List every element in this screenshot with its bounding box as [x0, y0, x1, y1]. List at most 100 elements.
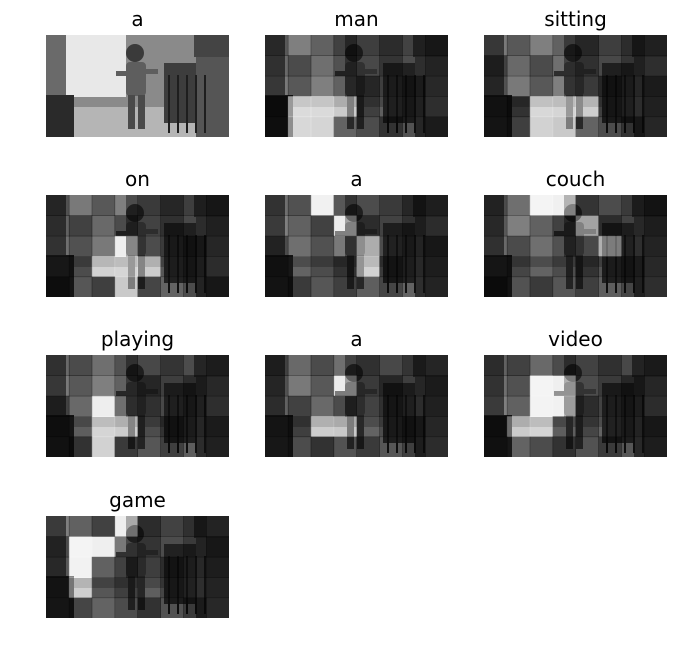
attention-tile: [114, 235, 138, 257]
attention-tile: [68, 597, 93, 618]
attention-tile: [287, 96, 312, 118]
attention-tile: [552, 416, 576, 438]
attention-tile: [644, 436, 667, 457]
attention-tile: [206, 416, 229, 438]
attention-tile: [206, 516, 229, 537]
attention-panel-2: man: [265, 8, 448, 137]
attention-tile: [160, 436, 184, 457]
attention-tile: [425, 116, 448, 137]
attention-tile: [287, 395, 312, 417]
attention-tile: [46, 416, 70, 438]
attention-tile: [183, 276, 207, 297]
attention-tile: [333, 35, 357, 56]
attention-tile: [265, 276, 289, 297]
attention-tile: [529, 55, 554, 77]
attention-tile: [575, 96, 599, 118]
attention-tile: [529, 355, 554, 376]
attention-tile: [379, 276, 403, 297]
attention-tile: [402, 375, 426, 397]
attention-tile: [425, 395, 448, 417]
attention-tile: [379, 96, 403, 118]
attention-tile: [506, 195, 531, 216]
attention-tile: [356, 35, 380, 56]
attention-tile: [287, 116, 312, 137]
attention-tile: [644, 375, 667, 397]
attention-tile: [379, 355, 403, 376]
attention-tile: [137, 195, 161, 216]
attention-tile: [506, 276, 531, 297]
attention-tile: [598, 375, 622, 397]
attention-tile: [484, 355, 508, 376]
attention-tile: [484, 75, 508, 97]
attention-tile: [114, 195, 138, 216]
attention-tile: [506, 215, 531, 237]
attention-tile: [506, 256, 531, 278]
attention-tile: [114, 597, 138, 618]
attention-tile: [46, 536, 70, 558]
attention-tile: [598, 355, 622, 376]
attention-tile: [114, 416, 138, 438]
attention-tile: [265, 235, 289, 257]
attention-frame-image: [265, 195, 448, 297]
attention-tile: [379, 256, 403, 278]
attention-tile: [206, 395, 229, 417]
attention-tile: [529, 276, 554, 297]
attention-tile: [160, 597, 184, 618]
attention-tile: [68, 375, 93, 397]
attention-tile: [160, 375, 184, 397]
attention-tile: [310, 195, 335, 216]
attention-tile: [68, 235, 93, 257]
attention-tile: [356, 416, 380, 438]
attention-tile: [137, 536, 161, 558]
attention-tile: [425, 75, 448, 97]
attention-tile: [91, 416, 116, 438]
attention-tile: [333, 436, 357, 457]
attention-tile: [265, 195, 289, 216]
attention-tile: [402, 416, 426, 438]
attention-tile: [356, 116, 380, 137]
attention-panel-7: playing: [46, 327, 229, 457]
attention-tile: [484, 215, 508, 237]
attention-tile: [333, 276, 357, 297]
attention-tile: [91, 516, 116, 537]
attention-tile: [137, 395, 161, 417]
attention-tile: [425, 256, 448, 278]
attention-tile: [114, 215, 138, 237]
attention-tile: [265, 256, 289, 278]
attention-tile: [484, 116, 508, 137]
attention-tile: [644, 276, 667, 297]
attention-tile: [379, 235, 403, 257]
attention-tile: [552, 96, 576, 118]
attention-tile: [484, 276, 508, 297]
attention-tile: [310, 116, 335, 137]
attention-tile: [379, 195, 403, 216]
attention-tile: [91, 256, 116, 278]
attention-tile: [206, 577, 229, 599]
panel-caption: game: [109, 488, 166, 512]
attention-tile: [644, 416, 667, 438]
attention-tile: [379, 215, 403, 237]
attention-tile: [644, 235, 667, 257]
attention-tile: [575, 395, 599, 417]
attention-tile: [379, 35, 403, 56]
attention-tile: [206, 536, 229, 558]
attention-tile: [68, 516, 93, 537]
attention-frame-image: [46, 516, 229, 618]
attention-tile: [46, 215, 70, 237]
attention-tile: [310, 55, 335, 77]
panel-caption: playing: [100, 327, 175, 351]
attention-tile: [484, 235, 508, 257]
attention-tile: [68, 395, 93, 417]
attention-tile: [552, 75, 576, 97]
attention-tile: [621, 375, 645, 397]
attention-tile: [621, 355, 645, 376]
attention-tile: [575, 355, 599, 376]
attention-tile: [379, 375, 403, 397]
attention-tile: [206, 436, 229, 457]
attention-tile: [183, 256, 207, 278]
attention-tile: [575, 55, 599, 77]
attention-tile: [137, 355, 161, 376]
attention-tile: [402, 395, 426, 417]
attention-tile: [137, 416, 161, 438]
attention-tile: [91, 276, 116, 297]
